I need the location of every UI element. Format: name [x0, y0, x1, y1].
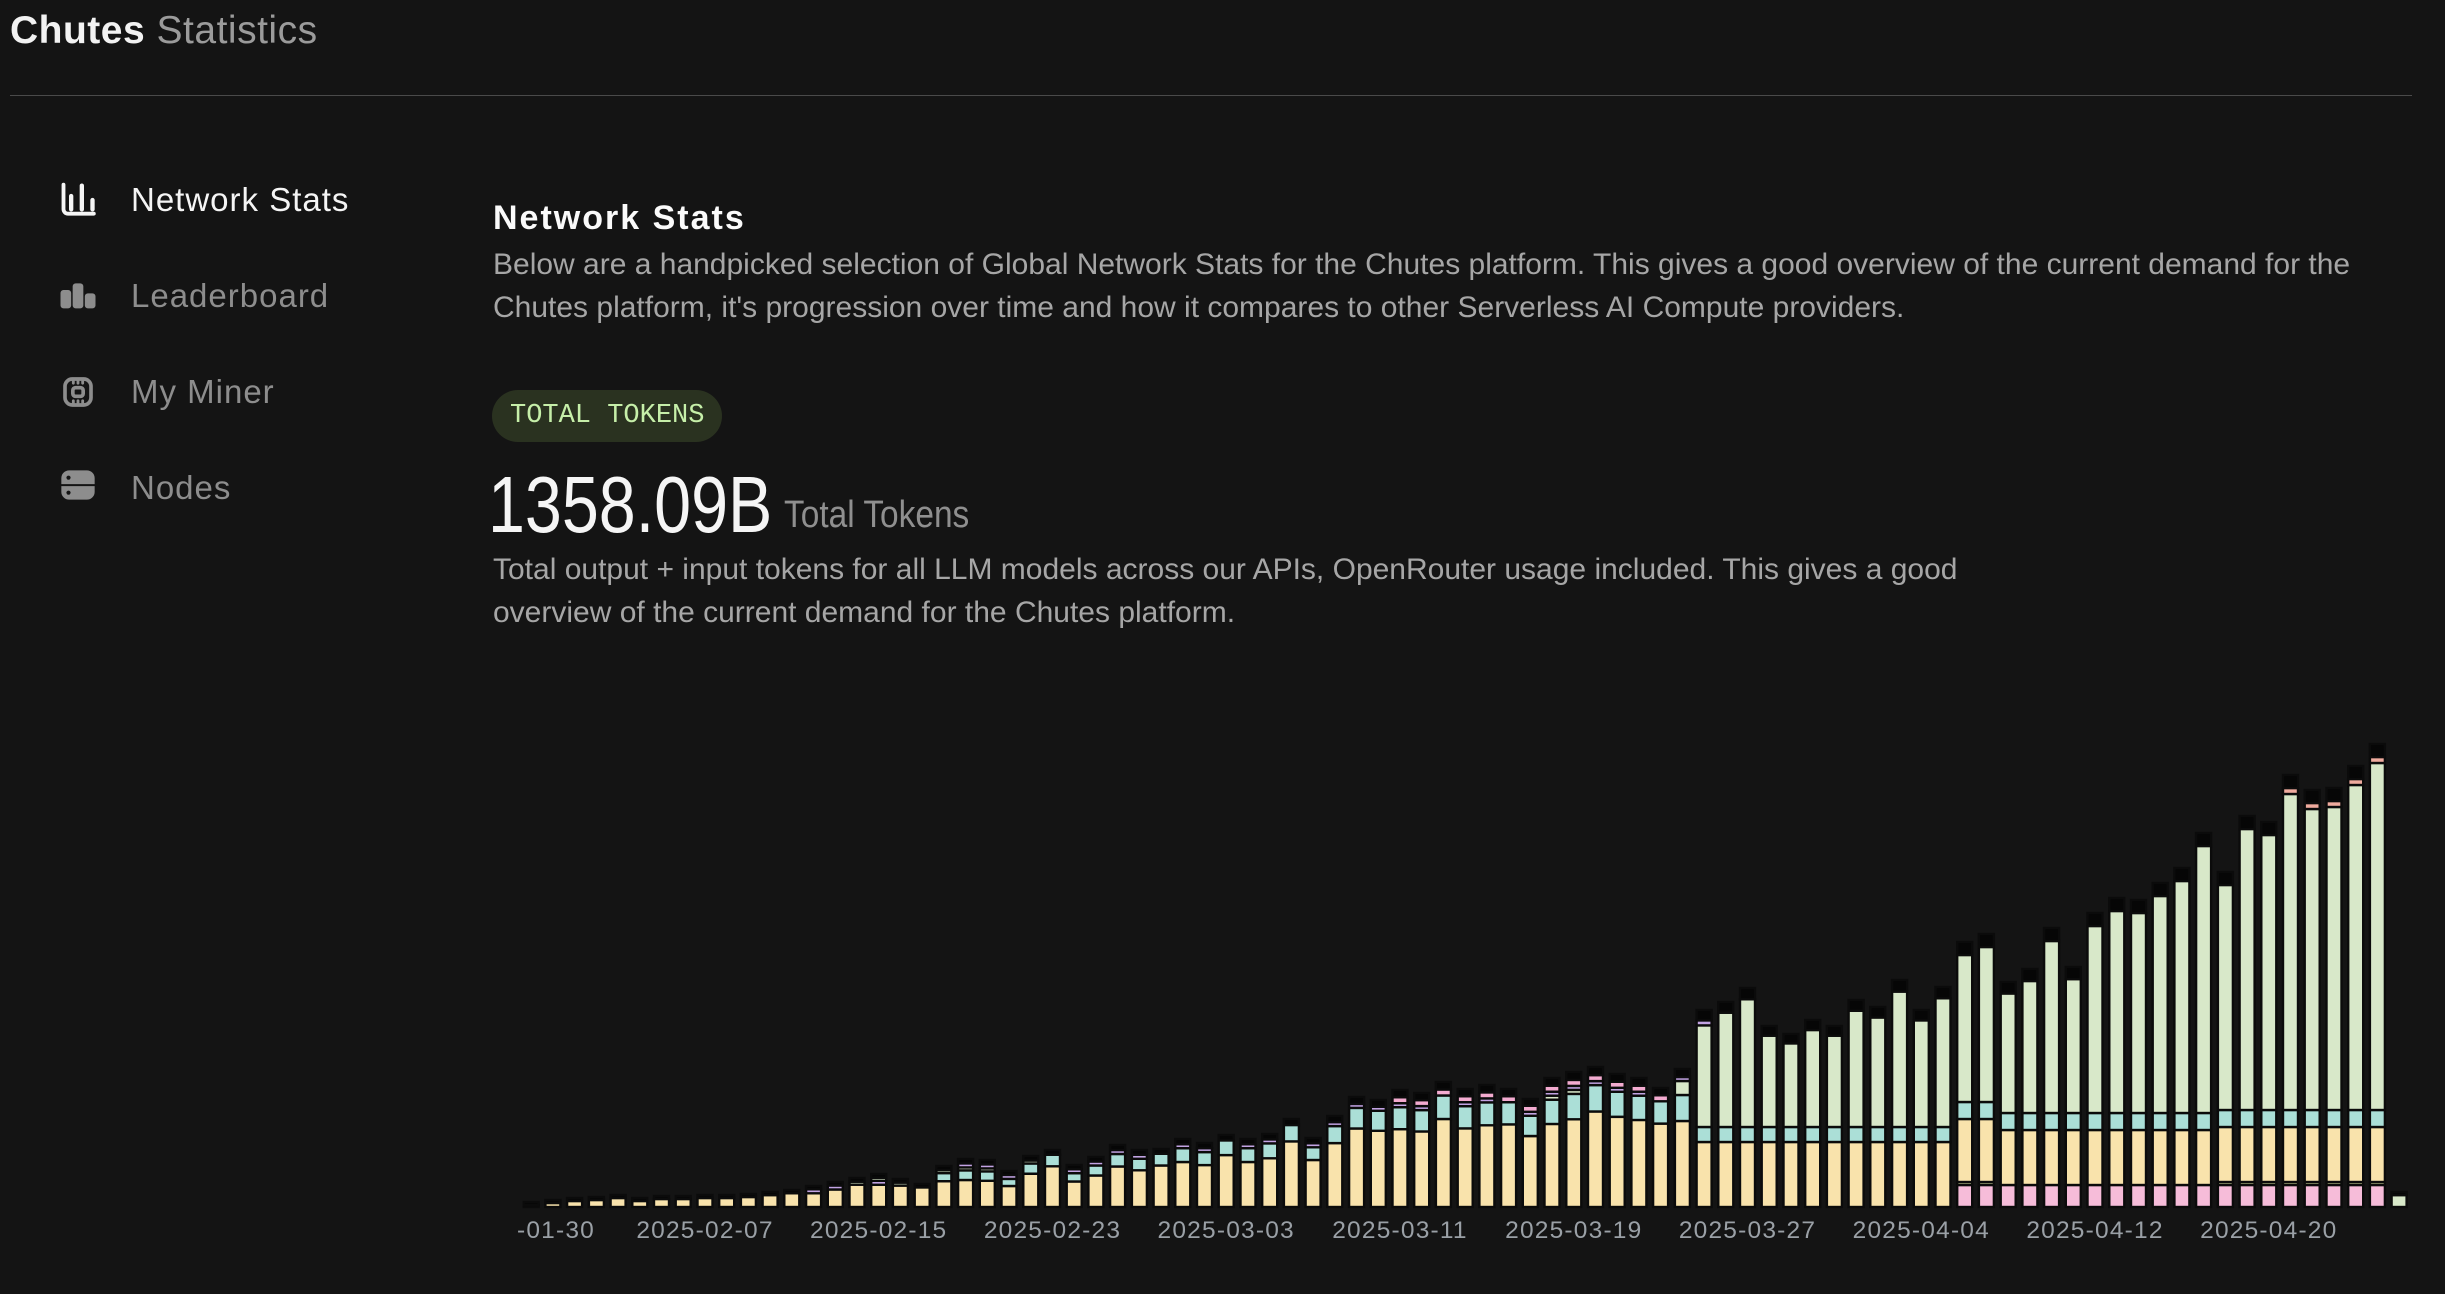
svg-text:2025-04-12: 2025-04-12	[2026, 1217, 2163, 1244]
svg-text:2025-03-03: 2025-03-03	[1158, 1217, 1295, 1244]
svg-text:2025-02-23: 2025-02-23	[984, 1217, 1121, 1244]
svg-text:2025-04-20: 2025-04-20	[2200, 1217, 2337, 1244]
svg-text:2025-03-27: 2025-03-27	[1679, 1217, 1816, 1244]
svg-text:2025-04-04: 2025-04-04	[1853, 1217, 1990, 1244]
svg-text:2025-02-15: 2025-02-15	[810, 1217, 947, 1244]
svg-text:-01-30: -01-30	[517, 1217, 595, 1244]
svg-text:2025-02-07: 2025-02-07	[636, 1217, 773, 1244]
svg-text:2025-03-11: 2025-03-11	[1332, 1217, 1468, 1244]
svg-text:2025-03-19: 2025-03-19	[1505, 1217, 1642, 1244]
